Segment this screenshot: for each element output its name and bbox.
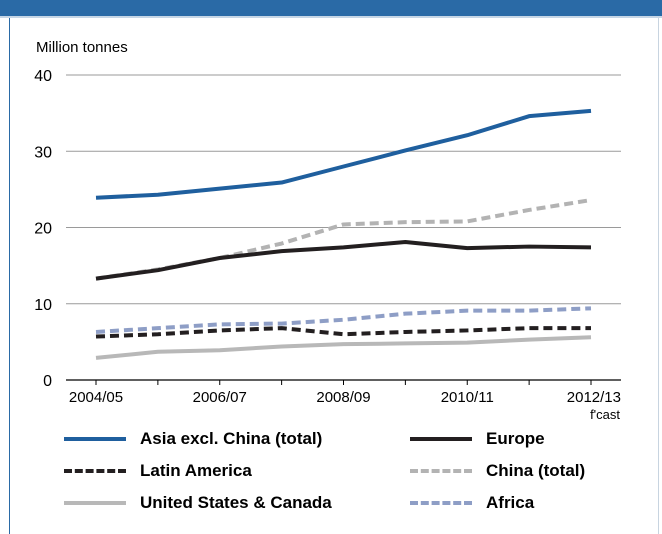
legend-swatch	[64, 469, 126, 473]
x-tick-label: 2012/13	[567, 389, 621, 406]
legend-swatch	[64, 501, 126, 505]
series-line	[95, 198, 592, 281]
legend-item: China (total)	[410, 456, 585, 486]
legend-label: China (total)	[486, 461, 586, 480]
x-tick-label: 2004/05	[69, 389, 123, 406]
legend-label: Asia excl. China (total)	[140, 429, 323, 448]
legend: Asia excl. China (total) Europe Latin Amer…	[64, 424, 624, 524]
x-tick-label: 2008/09	[316, 389, 370, 406]
series-line	[95, 108, 592, 200]
series-line	[95, 326, 591, 339]
legend-label: Europe	[486, 429, 545, 448]
x-tick-label: 2006/07	[193, 389, 247, 406]
y-tick-label: 0	[43, 373, 52, 390]
legend-item: United States & Canada	[64, 488, 332, 518]
header-bar	[0, 0, 662, 16]
legend-item: Africa	[410, 488, 534, 518]
x-tick-label: 2010/11	[441, 389, 494, 406]
y-tick-label: 10	[34, 297, 52, 314]
legend-swatch	[410, 469, 472, 473]
legend-swatch	[410, 501, 472, 505]
series-lines	[95, 108, 592, 360]
legend-label: Africa	[486, 493, 535, 512]
series-line	[95, 306, 592, 334]
y-tick-label: 40	[34, 68, 52, 85]
y-tick-labels: 0 10 20 30 40	[34, 68, 52, 390]
legend-swatch	[410, 437, 472, 441]
y-tick-label: 20	[34, 221, 52, 238]
legend-swatch	[64, 437, 126, 441]
x-tick-labels: 2004/05 2006/07 2008/09 2010/11 2012/13	[69, 380, 621, 406]
forecast-note: f'cast	[590, 407, 620, 420]
legend-item: Europe	[410, 424, 545, 454]
series-line	[95, 335, 592, 360]
right-border	[658, 18, 659, 534]
legend-item: Latin America	[64, 456, 252, 486]
legend-label: Latin America	[140, 461, 252, 480]
left-border	[9, 18, 10, 534]
gridlines	[66, 74, 621, 381]
y-tick-label: 30	[34, 144, 52, 161]
header-rule	[0, 16, 662, 18]
legend-item: Asia excl. China (total)	[64, 424, 322, 454]
y-axis-label: Million tonnes	[36, 39, 128, 56]
series-line	[95, 239, 592, 281]
legend-label: United States & Canada	[140, 493, 332, 512]
